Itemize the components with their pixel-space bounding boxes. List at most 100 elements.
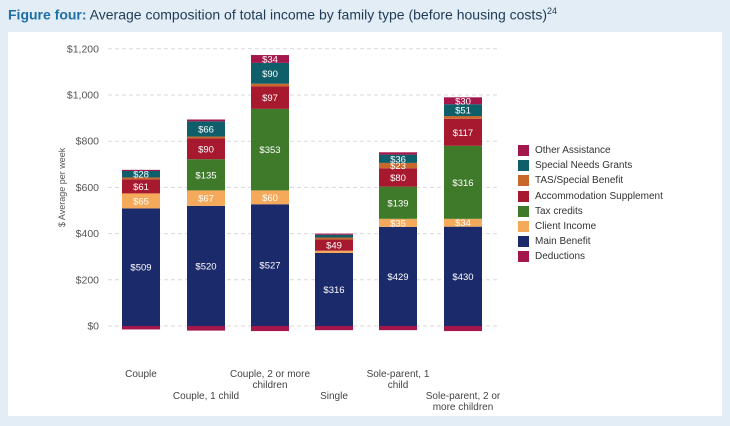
- bar-segment-other-assistance: [187, 119, 225, 122]
- data-label: $34: [262, 54, 278, 65]
- legend-item: Accommodation Supplement: [518, 189, 663, 204]
- x-category-label: more children: [433, 402, 494, 413]
- x-category-label: children: [252, 380, 287, 391]
- bar-segment-deductions: [187, 326, 225, 331]
- data-label: $430: [452, 272, 473, 283]
- bar-segment-accommodation-supplement: [315, 239, 353, 251]
- bar-segment-deductions: [444, 326, 482, 332]
- bar-segment-tas-special-benefit: [251, 83, 289, 87]
- data-label: $23: [390, 161, 406, 172]
- bar-segment-main-benefit: [379, 226, 417, 326]
- data-label: $135: [195, 170, 216, 181]
- y-tick-label: $400: [76, 228, 100, 240]
- bar-segment-main-benefit: [315, 253, 353, 326]
- legend-label: Main Benefit: [535, 236, 591, 248]
- legend-item: TAS/Special Benefit: [518, 173, 663, 188]
- data-label: $80: [390, 173, 406, 184]
- bar-segment-deductions: [122, 326, 160, 330]
- data-label: $117: [453, 128, 473, 139]
- bar-segment-tas-special-benefit: [187, 136, 225, 139]
- bar-segment-client-income: [315, 250, 353, 254]
- data-label: $61: [133, 182, 149, 193]
- bar-segment-accommodation-supplement: [379, 168, 417, 187]
- bar-segment-tax-credits: [187, 159, 225, 191]
- legend-item: Other Assistance: [518, 143, 663, 158]
- data-label: $316: [452, 178, 473, 189]
- bar-segment-special-needs-grants: [251, 62, 289, 84]
- bar-segment-other-assistance: [251, 55, 289, 63]
- legend-swatch: [518, 221, 529, 233]
- y-tick-label: $1,200: [67, 43, 99, 55]
- bar-segment-accommodation-supplement: [251, 86, 289, 109]
- data-label: $49: [326, 241, 342, 252]
- bar-segment-special-needs-grants: [187, 121, 225, 137]
- data-label: $34: [455, 218, 471, 229]
- data-label: $90: [198, 144, 214, 155]
- legend-swatch: [518, 160, 529, 172]
- legend-label: Other Assistance: [535, 145, 611, 157]
- data-label: $97: [262, 93, 278, 104]
- legend-item: Main Benefit: [518, 234, 663, 249]
- legend-label: Accommodation Supplement: [535, 190, 663, 202]
- data-label: $90: [262, 69, 278, 80]
- bar-segment-special-needs-grants: [315, 234, 353, 238]
- stacked-bar-chart: $0 $200 $400 $600 $800 $1,000 $1,200 $ Average …: [57, 43, 501, 413]
- bar-segment-client-income: [122, 193, 160, 209]
- legend-swatch: [518, 190, 529, 202]
- y-tick-label: $1,000: [67, 90, 99, 102]
- data-label: $527: [259, 261, 280, 272]
- bar-segment-tas-special-benefit: [122, 177, 160, 180]
- bar-segment-other-assistance: [379, 152, 417, 155]
- data-label: $60: [262, 193, 278, 204]
- legend-label: Tax credits: [535, 205, 583, 217]
- chart-panel: $0 $200 $400 $600 $800 $1,000 $1,200 $ Average …: [8, 32, 722, 416]
- legend-swatch: [518, 175, 529, 187]
- legend-label: Deductions: [535, 251, 586, 263]
- data-label: $51: [455, 106, 471, 117]
- figure-label: Figure four:: [8, 6, 87, 23]
- y-axis-title: $ Average per week: [57, 147, 67, 227]
- x-category-label: child: [388, 380, 409, 391]
- figure-title: Figure four: Average composition of tota…: [8, 6, 722, 23]
- legend-item: Tax credits: [518, 204, 663, 219]
- bar-segment-tax-credits: [444, 145, 482, 219]
- x-category-label: Sole-parent, 1: [367, 369, 430, 380]
- bar-segment-client-income: [251, 190, 289, 205]
- data-label: $67: [198, 194, 214, 205]
- bar-segment-main-benefit: [122, 208, 160, 326]
- data-label: $36: [390, 154, 406, 165]
- figure-footnote-ref: 24: [546, 6, 557, 16]
- data-label: $520: [195, 261, 216, 272]
- data-label: $429: [387, 272, 408, 283]
- bar-segment-special-needs-grants: [444, 104, 482, 117]
- legend-swatch: [518, 205, 529, 217]
- bar-segment-accommodation-supplement: [122, 179, 160, 194]
- bar-segment-deductions: [379, 326, 417, 331]
- data-label: $316: [323, 285, 344, 296]
- legend-item: Deductions: [518, 249, 663, 264]
- bar-segment-tas-special-benefit: [444, 116, 482, 119]
- legend-label: TAS/Special Benefit: [535, 175, 624, 187]
- bar-segment-deductions: [251, 326, 289, 332]
- bar-segment-client-income: [379, 218, 417, 227]
- legend-label: Special Needs Grants: [535, 160, 633, 172]
- bar-segment-special-needs-grants: [122, 170, 160, 178]
- legend-swatch: [518, 251, 529, 263]
- bar-segment-accommodation-supplement: [444, 118, 482, 146]
- bar-segment-tax-credits: [379, 186, 417, 219]
- x-category-label: Couple: [125, 369, 157, 380]
- figure-title-text: Average composition of total income by f…: [89, 6, 547, 23]
- data-label: $35: [390, 218, 406, 229]
- data-label: $353: [259, 145, 280, 156]
- bar-segment-main-benefit: [444, 226, 482, 326]
- x-category-label: Couple, 2 or more: [230, 369, 310, 380]
- data-label: $65: [133, 196, 149, 207]
- data-label: $66: [198, 124, 214, 135]
- legend-item: Client Income: [518, 219, 663, 234]
- bar-segment-client-income: [444, 218, 482, 227]
- bar-segment-main-benefit: [251, 204, 289, 326]
- data-label: $509: [130, 263, 151, 274]
- chart-legend: Other Assistance Special Needs Grants TAS/…: [518, 143, 663, 265]
- bar-segment-tas-special-benefit: [315, 237, 353, 240]
- y-tick-label: $800: [76, 136, 100, 148]
